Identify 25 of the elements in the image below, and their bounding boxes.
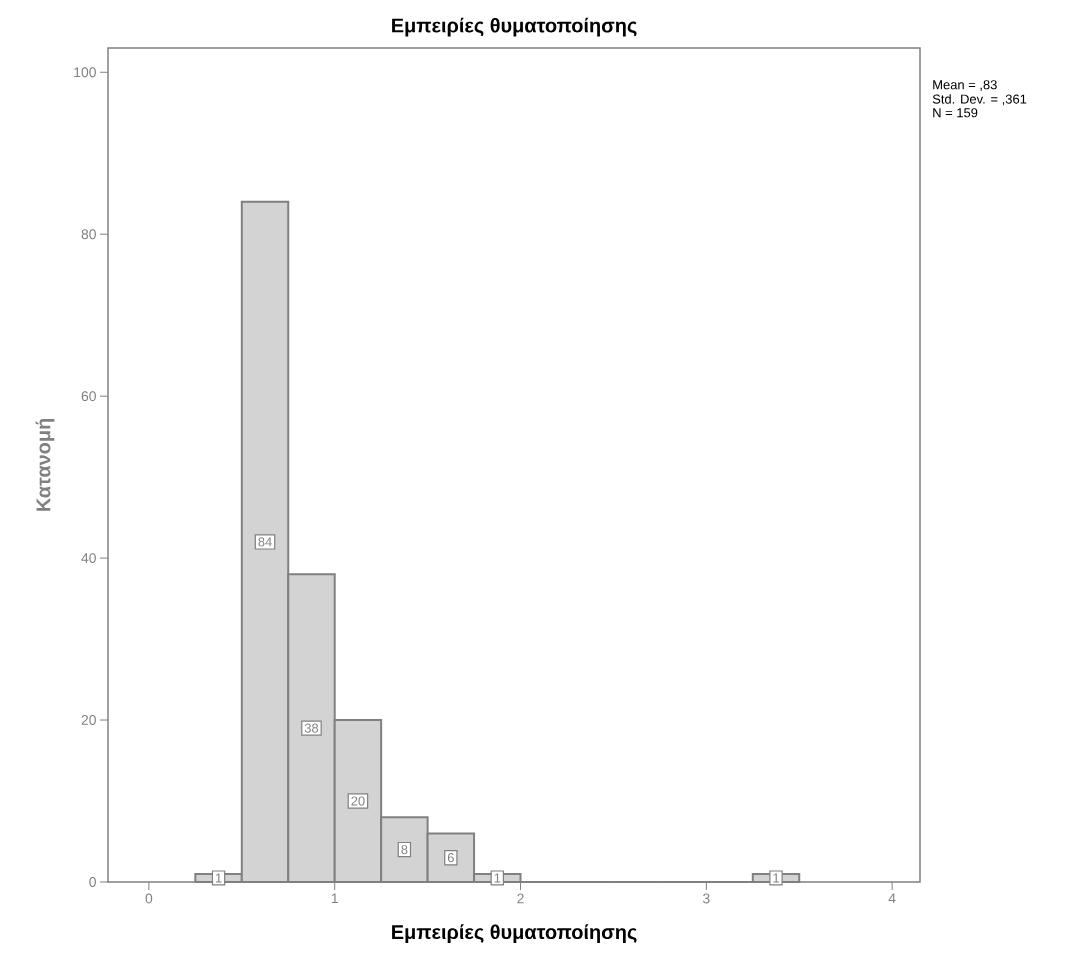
text: Mean = ,83 (933, 80, 997, 91)
data-label: 20 (351, 796, 365, 806)
y-axis-title: Κατανομή (35, 419, 55, 511)
y-tick-label: 80 (81, 229, 96, 240)
data-label: 6 (447, 853, 454, 863)
y-tick-label: 100 (74, 67, 96, 78)
data-label: 1 (494, 873, 501, 883)
data-label: 38 (304, 723, 319, 733)
data-label: 84 (258, 537, 272, 547)
y-tick-label: 20 (81, 715, 96, 725)
data-label: 8 (401, 845, 408, 855)
x-tick-label: 4 (888, 893, 896, 904)
data-label: 1 (215, 873, 222, 883)
text: N = 159 (933, 108, 978, 118)
data-label: 1 (773, 873, 779, 883)
y-tick-label: 60 (81, 391, 96, 402)
y-tick-label: 0 (89, 877, 96, 887)
chart-title: Εμπειρίες θυματοποίησης (392, 17, 637, 37)
x-tick-label: 1 (331, 893, 338, 904)
y-tick-label: 40 (81, 553, 96, 564)
text: Std. Dev. = ,361 (932, 94, 1027, 106)
x-tick-label: 0 (145, 893, 153, 904)
x-axis-title: Εμπειρίες θυματοποίησης (392, 924, 637, 944)
x-tick-label: 2 (517, 893, 524, 904)
x-tick-label: 3 (702, 893, 710, 904)
